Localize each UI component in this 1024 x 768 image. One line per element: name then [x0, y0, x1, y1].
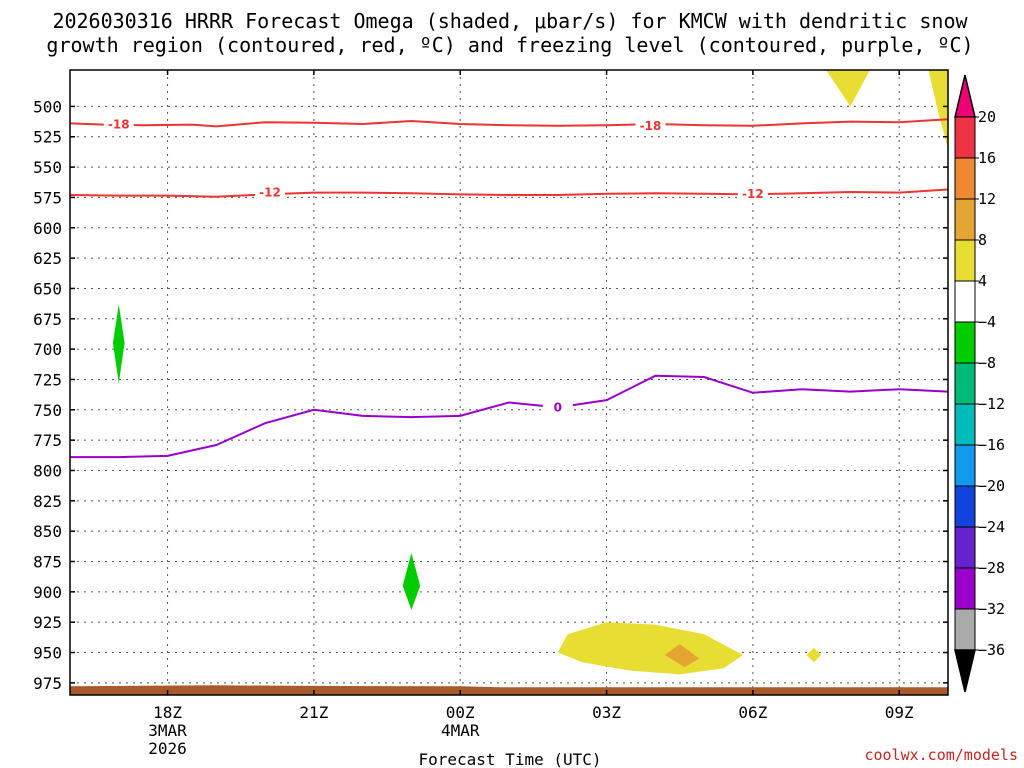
y-tick-label: 600: [33, 219, 62, 238]
colorbar-label: −28: [978, 559, 1005, 577]
contour-label: -12: [259, 186, 281, 200]
x-tick-label: 21Z: [299, 703, 328, 722]
y-tick-label: 625: [33, 249, 62, 268]
plot-area: -18 -18 -12 -12 0 500 525 550 575 600 625 650 675 700…: [33, 69, 949, 758]
colorbar-label: 12: [978, 190, 996, 208]
colorbar-bin: [954, 526, 976, 569]
x-tick-label: 4MAR: [441, 721, 480, 740]
colorbar-label: −16: [978, 436, 1005, 454]
y-tick-label: 975: [33, 674, 62, 693]
contour-line: [70, 118, 948, 128]
credit-label: coolwx.com/models: [864, 746, 1018, 764]
y-tick-label: 675: [33, 310, 62, 329]
y-tick-label: 950: [33, 644, 62, 663]
omega-shaded-region: [928, 70, 948, 149]
y-tick-label: 825: [33, 492, 62, 511]
y-tick-label: 925: [33, 613, 62, 632]
y-tick-label: 575: [33, 188, 62, 207]
x-tick-label: 03Z: [592, 703, 621, 722]
colorbar: 20 16 12 8 4 −4 −8 −12 −16 −20 −24 −28 −32 −36: [954, 74, 1005, 693]
contour-label-bg: [103, 116, 134, 132]
omega-shaded-region: [112, 304, 125, 384]
colorbar-bin: [954, 116, 976, 159]
colorbar-bin: [954, 403, 976, 446]
y-tick-label: 775: [33, 431, 62, 450]
colorbar-bin: [954, 280, 976, 323]
x-axis-label: Forecast Time (UTC): [418, 750, 601, 768]
contour-line: [70, 188, 948, 198]
colorbar-bottom-arrow: [954, 649, 976, 693]
contour-label: -18: [108, 118, 130, 132]
colorbar-label: 16: [978, 149, 996, 167]
colorbar-bin: [954, 157, 976, 200]
chart-title-line2: growth region (contoured, red, ºC) and f…: [46, 33, 973, 57]
colorbar-label: −36: [978, 641, 1005, 659]
omega-shaded-region: [557, 622, 744, 675]
chart-title-line1: 2026030316 HRRR Forecast Omega (shaded, …: [52, 9, 968, 33]
colorbar-bin: [954, 485, 976, 528]
x-tick-label: 3MAR: [148, 721, 187, 740]
y-tick-label: 750: [33, 401, 62, 420]
contour-label-bg: [542, 399, 573, 415]
y-tick-label: 525: [33, 128, 62, 147]
colorbar-label: −4: [978, 313, 996, 331]
colorbar-bin: [954, 239, 976, 282]
ground-surface: [70, 685, 948, 695]
contour-label: 0: [554, 400, 562, 414]
omega-shaded-region: [402, 553, 421, 610]
colorbar-bin: [954, 198, 976, 241]
colorbar-label: 20: [978, 108, 996, 126]
contour-label-bg: [254, 184, 285, 200]
colorbar-bin: [954, 567, 976, 610]
y-tick-label: 875: [33, 553, 62, 572]
x-tick-label: 2026: [148, 739, 187, 758]
contour-label: -12: [742, 187, 764, 201]
contour-label: -18: [640, 119, 662, 133]
contour-label-bg: [737, 185, 768, 201]
x-tick-label: 00Z: [446, 703, 475, 722]
omega-shaded-region: [665, 644, 700, 668]
colorbar-label: −8: [978, 354, 996, 372]
x-tick-label: 09Z: [885, 703, 914, 722]
colorbar-label: 4: [978, 272, 987, 290]
y-tick-label: 900: [33, 583, 62, 602]
colorbar-label: −20: [978, 477, 1005, 495]
colorbar-bin: [954, 608, 976, 651]
colorbar-bin: [954, 362, 976, 405]
y-tick-label: 700: [33, 340, 62, 359]
x-tick-label: 18Z: [153, 703, 182, 722]
colorbar-top-arrow: [954, 74, 976, 118]
colorbar-label: −12: [978, 395, 1005, 413]
contour-label-bg: [635, 117, 666, 133]
omega-shaded-region: [806, 647, 822, 663]
y-tick-label: 800: [33, 461, 62, 480]
colorbar-label: 8: [978, 231, 987, 249]
y-tick-label: 500: [33, 97, 62, 116]
y-tick-label: 650: [33, 279, 62, 298]
y-tick-label: 850: [33, 522, 62, 541]
colorbar-label: −24: [978, 518, 1005, 536]
colorbar-bin: [954, 444, 976, 487]
omega-shaded-region: [826, 70, 870, 107]
x-tick-label: 06Z: [738, 703, 767, 722]
y-tick-label: 550: [33, 158, 62, 177]
colorbar-label: −32: [978, 600, 1005, 618]
colorbar-bin: [954, 321, 976, 364]
contour-line: [70, 374, 948, 459]
y-tick-label: 725: [33, 370, 62, 389]
plot-frame: [69, 69, 949, 696]
